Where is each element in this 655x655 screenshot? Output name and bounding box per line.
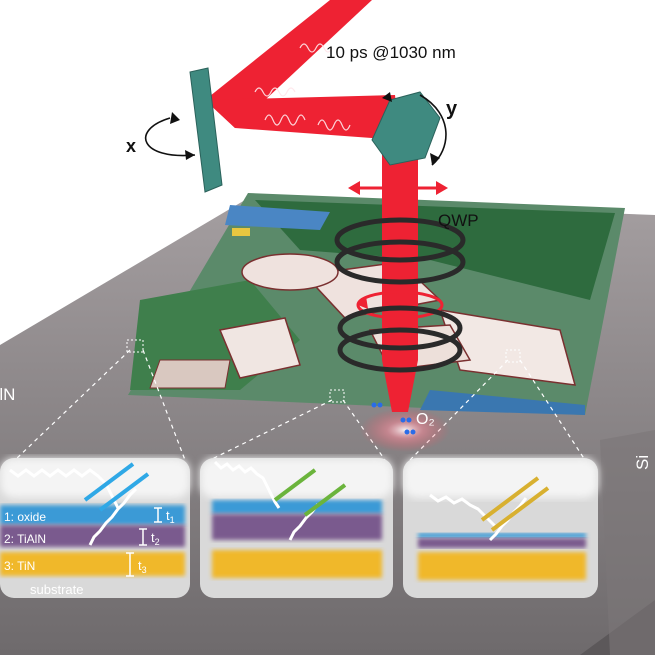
mirror-y-plate <box>371 91 441 166</box>
proj-line-2 <box>142 349 186 461</box>
beam-segment-in <box>205 0 372 128</box>
inset-3-reflect-gold <box>480 476 540 522</box>
rotation-arrow-y-head <box>430 153 440 165</box>
laser-beam-path <box>205 0 418 412</box>
inset-1-tialn <box>0 525 185 547</box>
map-water-top <box>225 205 330 230</box>
inset-panel-2 <box>200 458 393 598</box>
o2-dot <box>371 402 377 408</box>
marker-right <box>505 349 521 363</box>
o2-dot <box>400 417 406 423</box>
qwp-label: QWP <box>438 211 479 230</box>
inset-2-top-haze <box>200 458 393 498</box>
rotation-arrow-x <box>144 117 196 157</box>
o2-dot <box>404 429 410 435</box>
pulse-label: 10 ps @1030 nm <box>326 43 456 62</box>
pulse-wave <box>254 87 296 97</box>
layer-3-label: 3: TiN <box>4 559 35 573</box>
mirror-y <box>371 91 447 166</box>
proj-line-6 <box>519 359 586 461</box>
beam-segment-mirror <box>205 95 400 140</box>
map-road <box>149 359 231 389</box>
inset-1-reflect-blue <box>98 472 150 512</box>
projection-lines <box>14 349 586 461</box>
pulse-wave <box>317 119 351 131</box>
layer-1-label: 1: oxide <box>4 510 46 524</box>
qwp-ring-bottom <box>334 239 466 285</box>
x-axis-label: x <box>126 136 136 156</box>
proj-line-1 <box>14 349 131 461</box>
lens-ring-top <box>337 305 463 351</box>
inset-panel-3 <box>403 458 598 598</box>
inset-2-tin <box>212 550 382 578</box>
inset-1-reflect-blue <box>83 462 135 502</box>
map-building-1 <box>218 317 301 379</box>
layer-2-label: 2: TiAlN <box>4 532 46 546</box>
rotation-arrow-x-head <box>185 150 195 160</box>
inset-2-oxide <box>212 500 382 514</box>
qwp-ring-top <box>334 217 466 263</box>
right-edge-label: Si <box>633 455 652 470</box>
proj-line-3 <box>209 399 333 461</box>
map-forest-top <box>255 200 615 300</box>
inset-3-tin <box>418 552 586 580</box>
mirror-x-plate <box>189 67 223 193</box>
map-yellow-patch <box>232 228 250 236</box>
inset-1-tin <box>0 552 185 576</box>
inset-1-oxide <box>0 505 185 525</box>
inset-1-reflected-wave <box>88 487 138 546</box>
circular-polarization-head <box>358 296 368 309</box>
marker-center <box>329 389 345 403</box>
polarization-head-left <box>348 181 360 195</box>
lens-ring-bottom <box>337 327 463 373</box>
pulse-wave <box>264 114 306 126</box>
t2-label: t2 <box>151 530 160 547</box>
inset-2-reflect-green <box>303 483 347 517</box>
inset-2-incident-wave <box>213 460 281 509</box>
inset-3-reflect-gold <box>490 486 550 532</box>
polarization-head-right <box>436 181 448 195</box>
left-edge-label: AlN <box>0 385 15 404</box>
o2-dot <box>377 402 383 408</box>
mirror-x <box>144 67 223 193</box>
map-water <box>420 390 585 415</box>
inset-3-oxide <box>418 533 586 538</box>
rotation-arrow-x-tail <box>170 112 180 124</box>
inset-1-top-haze <box>0 458 190 498</box>
o2-dot <box>406 417 412 423</box>
beam-segment-down <box>382 125 418 412</box>
thickness-markers <box>126 507 162 577</box>
pulse-wave <box>299 43 333 53</box>
t1-label: t1 <box>166 508 175 525</box>
qwp-optic <box>334 217 466 285</box>
pulse-waves <box>254 43 351 131</box>
y-axis-label: y <box>446 98 458 120</box>
substrate-label: substrate <box>30 582 83 597</box>
marker-left <box>126 339 144 353</box>
t3-label: t3 <box>138 558 147 575</box>
inset-panel-1: 1: oxide 2: TiAlN 3: TiN substrate t1 t2… <box>0 458 190 598</box>
map-building-3 <box>241 253 339 291</box>
o2-molecules <box>371 402 416 435</box>
focusing-lens <box>337 305 463 373</box>
inset-1-incident-wave <box>9 468 120 509</box>
o2-label: O₂ <box>416 411 435 428</box>
plate-side <box>600 430 655 655</box>
o2-dot <box>410 429 416 435</box>
rotation-arrow-y-tail <box>382 92 392 102</box>
focus-glow <box>360 408 450 452</box>
inset-3-top-haze <box>403 458 598 498</box>
linear-polarization-arrow <box>348 181 448 195</box>
inset-2-reflect-green <box>273 468 317 502</box>
inset-3-tialn <box>418 538 586 548</box>
